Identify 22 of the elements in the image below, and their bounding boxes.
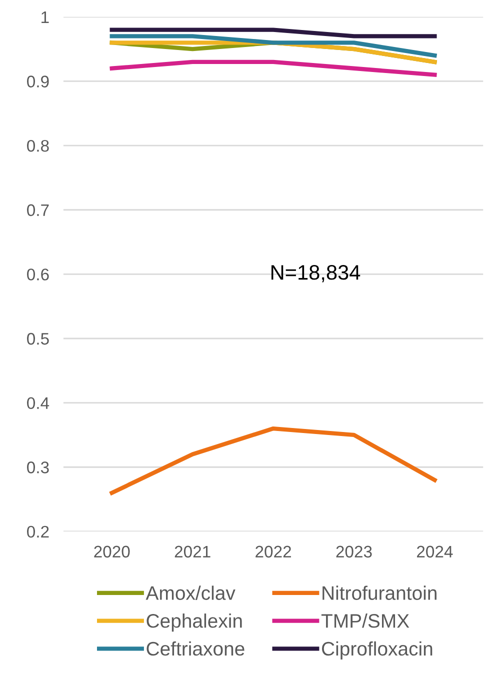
y-tick-label: 0.7 <box>27 204 49 216</box>
y-tick-label: 0.9 <box>27 76 49 88</box>
y-tick-label: 0.8 <box>27 140 49 152</box>
legend-label: TMP/SMX <box>321 614 410 628</box>
legend-label: Ciprofloxacin <box>322 641 432 660</box>
y-tick-label: 0.6 <box>27 268 49 280</box>
line-series <box>110 426 437 495</box>
y-tick-label: 0.4 <box>27 397 50 410</box>
x-tick-label: 2021 <box>174 546 210 558</box>
y-tick-label: 1 <box>42 12 49 23</box>
x-tick-label: 2022 <box>256 546 291 558</box>
y-tick-label: 0.3 <box>27 462 49 474</box>
x-tick-label: 2020 <box>94 546 130 558</box>
legend-label: Nitrofurantoin <box>322 586 436 600</box>
legend-label: Cephalexin <box>146 614 242 632</box>
y-tick-label: 0.2 <box>27 526 49 538</box>
annotation: N=18,834 <box>271 265 360 282</box>
x-tick-label: 2024 <box>416 546 453 558</box>
x-tick-label: 2023 <box>336 546 372 558</box>
y-tick-label: 0.5 <box>27 332 49 345</box>
legend-label: Ceftriaxone <box>146 641 244 656</box>
legend-label: Amox/clav <box>146 586 236 600</box>
